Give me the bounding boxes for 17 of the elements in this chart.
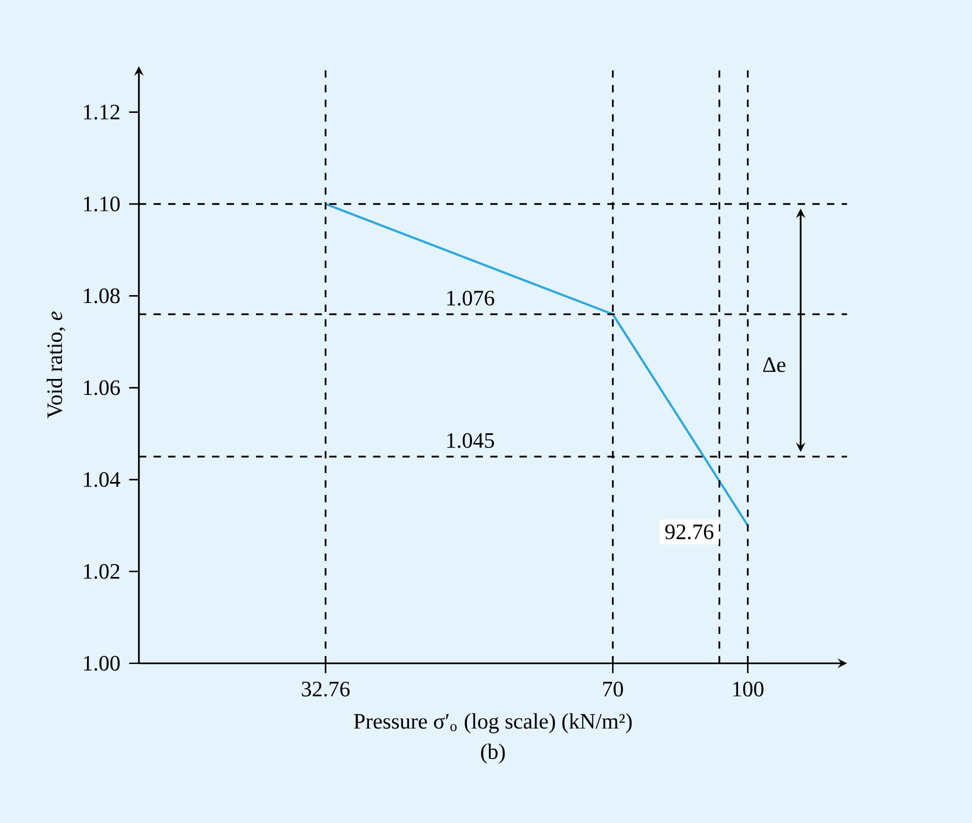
y-tick-label: 1.04 xyxy=(84,472,120,488)
annotation: Δe xyxy=(763,357,786,372)
text: (b) xyxy=(481,744,505,764)
ref-line-label: 92.76 xyxy=(665,524,714,540)
x-tick-label: 100 xyxy=(733,682,764,697)
y-tick-label: 1.12 xyxy=(84,104,120,120)
y-tick-label: 1.08 xyxy=(84,288,120,304)
x-tick-label: 32.76 xyxy=(302,682,350,697)
x-axis-title: Pressure σ′$_{o}$ (log scale) (kN/m²) xyxy=(354,713,632,734)
y-tick-label: 1.00 xyxy=(84,656,120,671)
x-tick-label: 70 xyxy=(603,682,623,697)
y-axis-title: Void ratio, e xyxy=(46,311,66,418)
y-tick-label: 1.10 xyxy=(84,196,120,212)
ref-line-label: 1.076 xyxy=(447,290,494,306)
ref-line-label: 1.045 xyxy=(447,433,494,448)
y-tick-label: 1.06 xyxy=(84,380,120,396)
y-tick-label: 1.02 xyxy=(84,564,120,579)
